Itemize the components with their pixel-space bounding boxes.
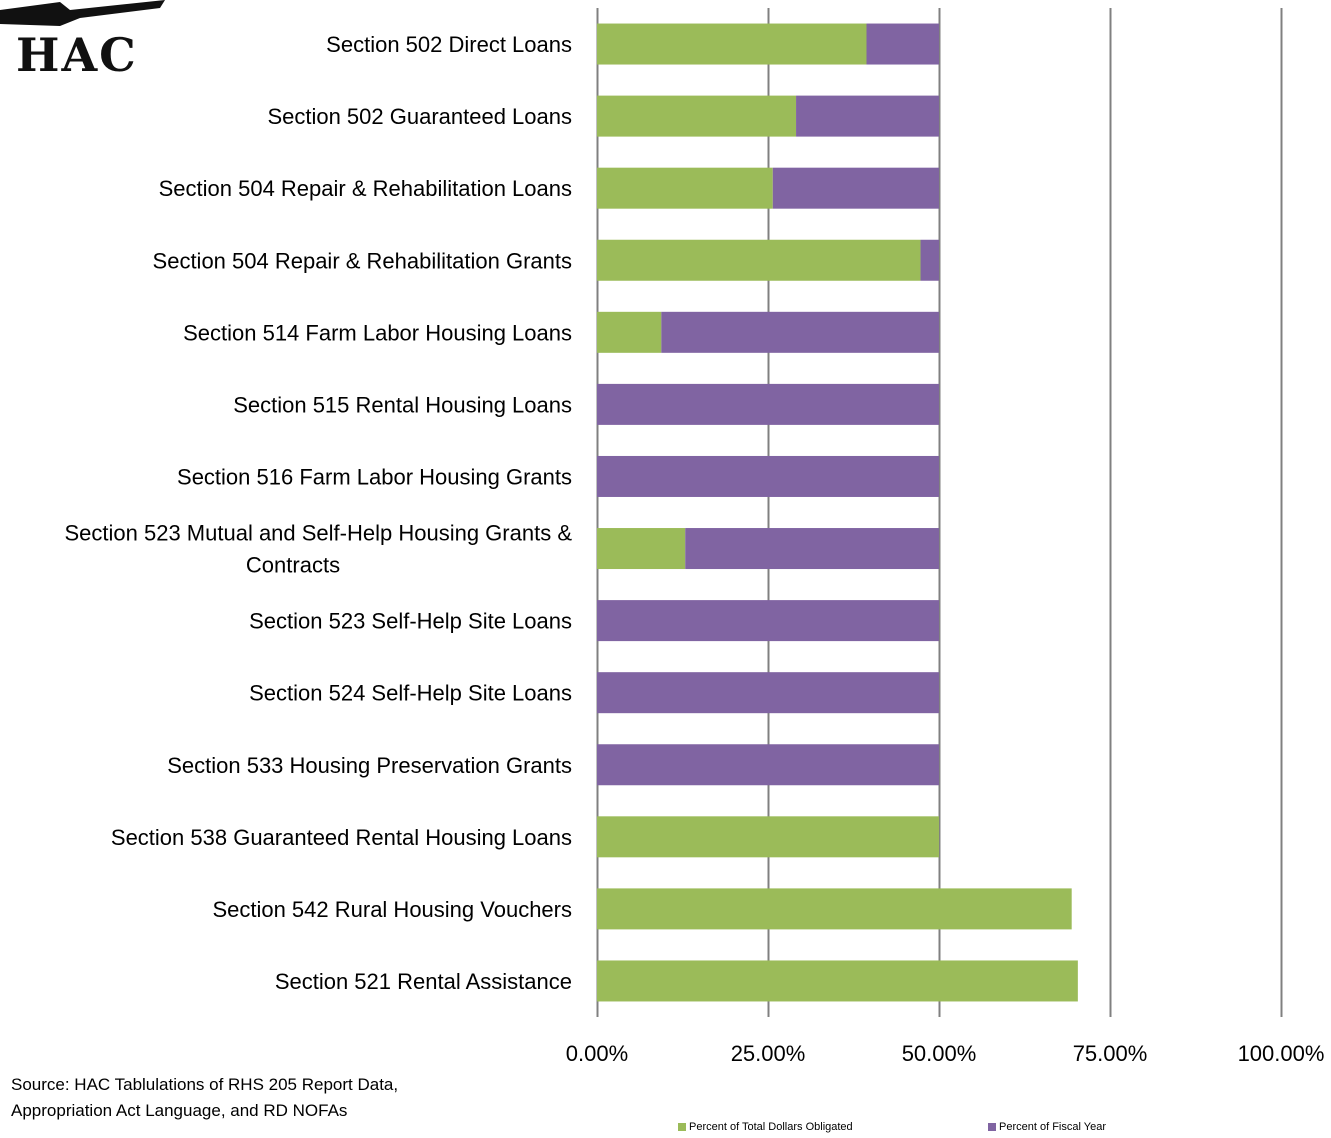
category-label: Section 504 Repair & Rehabilitation Loan… bbox=[159, 176, 572, 201]
category-label: Section 502 Guaranteed Loans bbox=[267, 104, 572, 129]
bar-segment-fiscal-year bbox=[661, 311, 939, 353]
legend-swatch-green bbox=[678, 1123, 686, 1131]
bar-segment-fiscal-year bbox=[597, 672, 939, 714]
source-note: Source: HAC Tablulations of RHS 205 Repo… bbox=[11, 1072, 491, 1124]
x-tick-labels: 0.00% 25.00% 50.00% 75.00% 100.00% bbox=[566, 1041, 1325, 1066]
hac-logo: HAC bbox=[0, 0, 215, 92]
source-line-1: Source: HAC Tablulations of RHS 205 Repo… bbox=[11, 1075, 399, 1094]
category-label: Section 516 Farm Labor Housing Grants bbox=[177, 464, 572, 489]
legend-label-obligated: Percent of Total Dollars Obligated bbox=[689, 1121, 853, 1133]
bar-segment-fiscal-year bbox=[866, 23, 939, 65]
bar-segment-fiscal-year bbox=[597, 600, 939, 642]
category-label: Section 523 Self-Help Site Loans bbox=[249, 609, 572, 634]
bar-segment-obligated bbox=[597, 528, 686, 570]
x-tick-label: 100.00% bbox=[1238, 1041, 1325, 1066]
source-line-2: Appropriation Act Language, and RD NOFAs bbox=[11, 1101, 348, 1120]
category-label: Section 521 Rental Assistance bbox=[275, 969, 572, 994]
legend-label-fiscal-year: Percent of Fiscal Year bbox=[999, 1121, 1107, 1133]
category-label: Section 542 Rural Housing Vouchers bbox=[212, 897, 572, 922]
category-label: Section 524 Self-Help Site Loans bbox=[249, 681, 572, 706]
category-label: Section 538 Guaranteed Rental Housing Lo… bbox=[111, 825, 572, 850]
category-label: Section 502 Direct Loans bbox=[326, 32, 572, 57]
legend-item-obligated: Percent of Total Dollars Obligated bbox=[678, 1121, 853, 1133]
bar-segment-fiscal-year bbox=[597, 383, 939, 425]
legend-swatch-purple bbox=[988, 1123, 996, 1131]
bar-segment-fiscal-year bbox=[772, 167, 939, 209]
bar-segment-obligated bbox=[597, 167, 773, 209]
x-tick-label: 0.00% bbox=[566, 1041, 628, 1066]
stacked-bar-chart: Section 502 Direct Loans Section 502 Guar… bbox=[64, 8, 1325, 1066]
bar-segment-obligated bbox=[597, 239, 921, 281]
x-tick-label: 25.00% bbox=[731, 1041, 806, 1066]
bar-segment-fiscal-year bbox=[920, 239, 939, 281]
x-tick-label: 75.00% bbox=[1073, 1041, 1148, 1066]
bar-segment-fiscal-year bbox=[796, 95, 939, 137]
bar-segment-fiscal-year bbox=[685, 528, 939, 570]
bar-segment-obligated bbox=[597, 960, 1078, 1002]
category-label: Section 515 Rental Housing Loans bbox=[233, 392, 572, 417]
category-label: Section 514 Farm Labor Housing Loans bbox=[183, 320, 572, 345]
grid-layer bbox=[596, 8, 1283, 1017]
category-label: Section 504 Repair & Rehabilitation Gran… bbox=[153, 248, 572, 273]
x-tick-label: 50.00% bbox=[902, 1041, 977, 1066]
bar-segment-obligated bbox=[597, 888, 1072, 930]
bar-segment-obligated bbox=[597, 23, 867, 65]
bar-segment-fiscal-year bbox=[597, 455, 939, 497]
category-label: Section 523 Mutual and Self-Help Housing… bbox=[64, 521, 572, 578]
logo-mark-icon bbox=[0, 0, 165, 26]
category-label: Section 533 Housing Preservation Grants bbox=[167, 753, 572, 778]
logo-text: HAC bbox=[16, 28, 138, 82]
category-labels: Section 502 Direct Loans Section 502 Guar… bbox=[64, 32, 572, 994]
legend-item-fiscal-year: Percent of Fiscal Year bbox=[988, 1121, 1106, 1133]
bar-segment-obligated bbox=[597, 95, 797, 137]
bar-segment-fiscal-year bbox=[597, 744, 939, 786]
bar-segment-obligated bbox=[597, 816, 939, 858]
bars-layer bbox=[597, 23, 1078, 1002]
bar-segment-obligated bbox=[597, 311, 662, 353]
